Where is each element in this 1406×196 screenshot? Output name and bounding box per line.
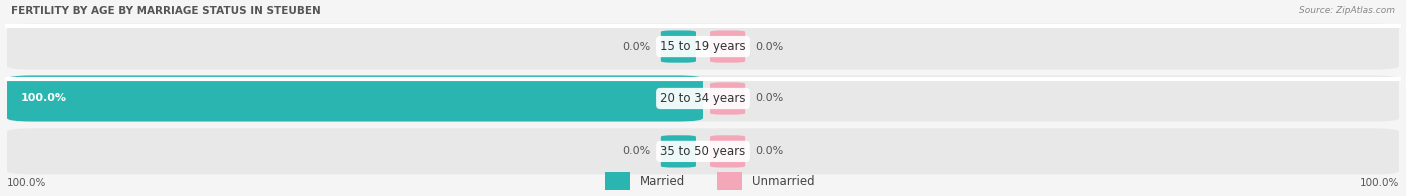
FancyBboxPatch shape — [661, 30, 696, 63]
Text: FERTILITY BY AGE BY MARRIAGE STATUS IN STEUBEN: FERTILITY BY AGE BY MARRIAGE STATUS IN S… — [11, 6, 321, 16]
FancyBboxPatch shape — [605, 172, 630, 190]
FancyBboxPatch shape — [710, 82, 745, 115]
FancyBboxPatch shape — [7, 24, 1399, 70]
FancyBboxPatch shape — [7, 128, 1399, 174]
Text: Married: Married — [640, 175, 685, 188]
Text: 0.0%: 0.0% — [623, 42, 651, 52]
Text: 0.0%: 0.0% — [755, 146, 783, 156]
Text: 100.0%: 100.0% — [21, 93, 67, 103]
Text: 0.0%: 0.0% — [623, 146, 651, 156]
FancyBboxPatch shape — [710, 30, 745, 63]
Text: Source: ZipAtlas.com: Source: ZipAtlas.com — [1299, 6, 1395, 15]
Text: 100.0%: 100.0% — [7, 178, 46, 188]
FancyBboxPatch shape — [710, 135, 745, 168]
Text: 0.0%: 0.0% — [755, 42, 783, 52]
FancyBboxPatch shape — [717, 172, 742, 190]
Text: Unmarried: Unmarried — [752, 175, 815, 188]
FancyBboxPatch shape — [7, 75, 1399, 122]
Text: 100.0%: 100.0% — [1360, 178, 1399, 188]
FancyBboxPatch shape — [7, 75, 703, 122]
FancyBboxPatch shape — [661, 135, 696, 168]
Text: 20 to 34 years: 20 to 34 years — [661, 92, 745, 105]
Text: 35 to 50 years: 35 to 50 years — [661, 145, 745, 158]
Text: 15 to 19 years: 15 to 19 years — [661, 40, 745, 53]
Text: 0.0%: 0.0% — [755, 93, 783, 103]
